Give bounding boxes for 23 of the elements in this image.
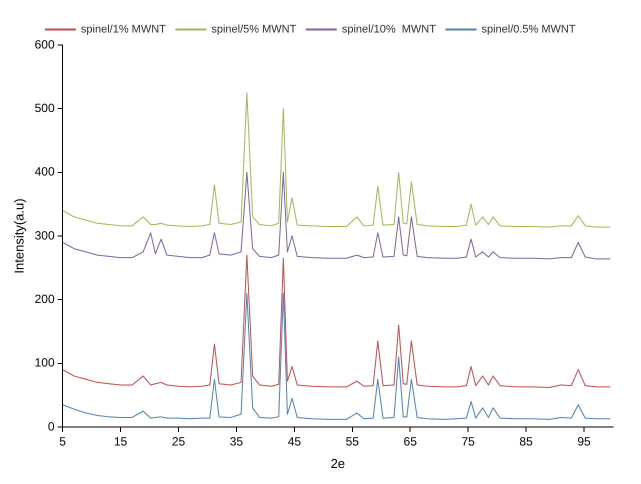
x-tick-label: 75 — [461, 434, 476, 449]
x-tick-label: 95 — [577, 434, 592, 449]
legend-label: spinel/0.5% MWNT — [481, 24, 576, 36]
y-tick-label: 300 — [34, 228, 55, 242]
y-axis-title: Intensity(a.u) — [11, 198, 26, 274]
x-tick-label: 65 — [404, 434, 418, 449]
x-axis-title: 2e — [330, 456, 346, 471]
y-tick-label: 100 — [34, 356, 55, 370]
y-tick-label: 0 — [48, 419, 55, 434]
y-tick-label: 600 — [34, 37, 55, 52]
legend-label: spinel/5% MWNT — [211, 24, 297, 36]
legend-label: spinel/10% MWNT — [342, 24, 436, 36]
y-tick-label: 400 — [34, 164, 55, 179]
y-tick-label: 500 — [34, 100, 55, 115]
legend-label: spinel/1% MWNT — [80, 24, 166, 36]
y-tick-label: 200 — [34, 292, 55, 306]
x-tick-label: 45 — [288, 434, 302, 449]
x-tick-label: 35 — [230, 434, 244, 449]
x-tick-label: 25 — [172, 434, 186, 449]
x-tick-label: 5 — [59, 434, 66, 449]
x-tick-label: 55 — [346, 434, 360, 449]
x-tick-label: 85 — [519, 434, 534, 449]
x-tick-label: 15 — [114, 434, 128, 449]
